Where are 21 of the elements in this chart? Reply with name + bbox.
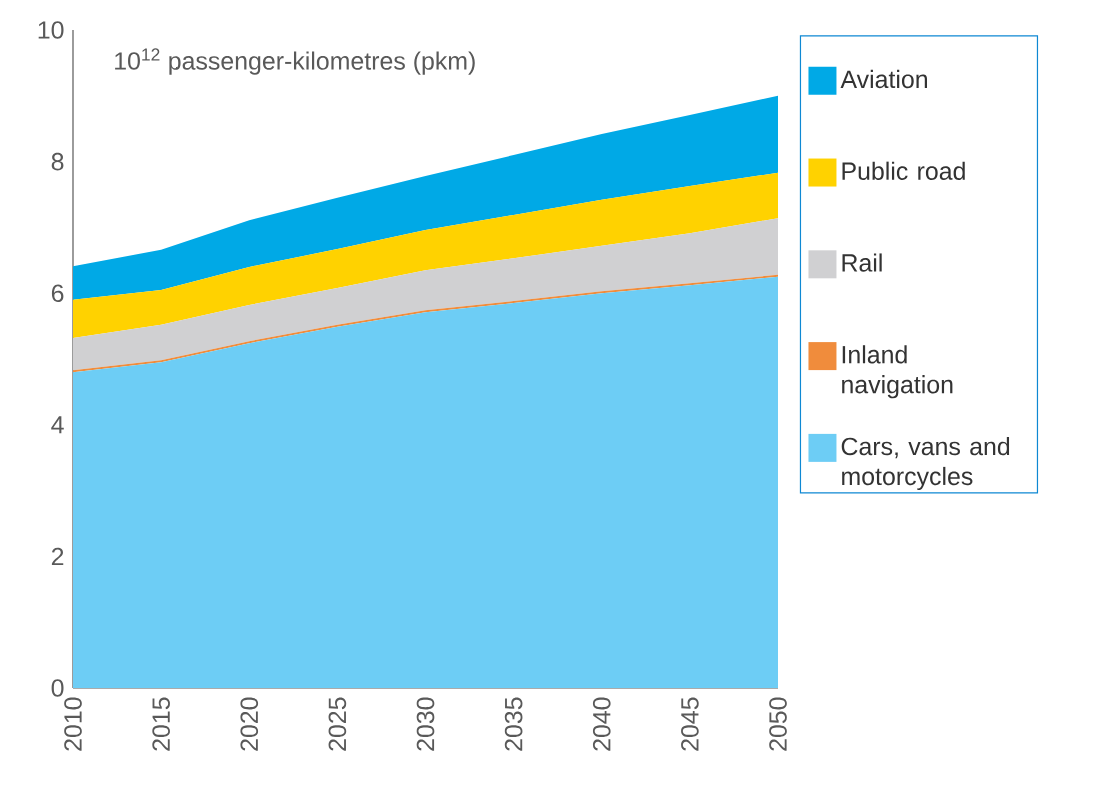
x-tick-label: 2040 (592, 697, 611, 751)
x-tick-label: 2025 (328, 697, 347, 751)
y-tick-label: 2 (51, 547, 64, 566)
y-tick-label: 6 (51, 284, 64, 303)
x-tick-label: 2035 (504, 697, 523, 751)
legend-label: Public road (842, 161, 965, 180)
x-tick-label: 2020 (240, 697, 259, 751)
y-tick-label: 0 (51, 679, 64, 697)
y-tick-label: 8 (51, 152, 64, 171)
x-tick-label: 2050 (769, 697, 787, 751)
legend-label: Inland navigation (842, 345, 953, 399)
x-tick-label: 2045 (681, 697, 699, 751)
y-tick-label: 10 (38, 21, 64, 39)
legend-label: Rail (842, 253, 882, 272)
x-tick-label: 2030 (416, 697, 435, 751)
legend-label: Aviation (840, 69, 927, 89)
legend-label: Cars, vans and motorcycles (841, 436, 1010, 491)
x-tick-label: 2015 (152, 697, 170, 751)
y-tick-label: 4 (51, 416, 64, 434)
y-axis-title: 10$^{12}$ passenger-kilometres (pkm) (115, 48, 475, 75)
x-tick-label: 2010 (64, 697, 82, 751)
